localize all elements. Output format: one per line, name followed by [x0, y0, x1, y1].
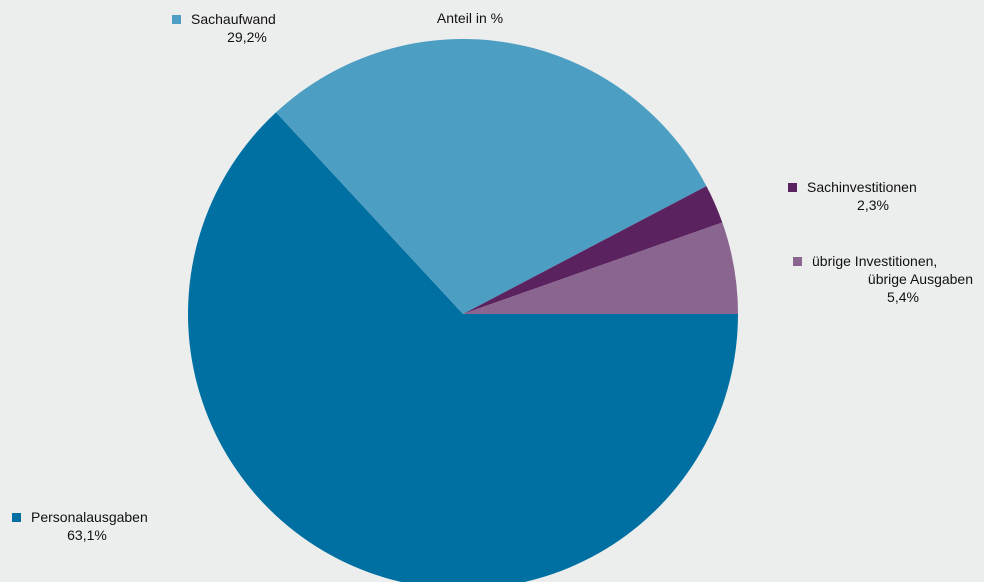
legend-swatch-personalausgaben	[12, 512, 21, 522]
legend-value-sachaufwand: 29,2%	[227, 29, 267, 45]
legend-label-uebrige-investitionen-line2: übrige Ausgaben	[867, 271, 973, 287]
legend-value-personalausgaben: 63,1%	[67, 527, 107, 543]
legend-value-uebrige-investitionen: 5,4%	[887, 289, 919, 305]
legend-label-uebrige-investitionen-line1: übrige Investitionen,	[812, 253, 938, 269]
legend-swatch-sachinvestitionen	[788, 182, 797, 192]
legend-swatch-uebrige-investitionen	[793, 256, 802, 266]
legend-label-sachaufwand: Sachaufwand	[191, 11, 276, 27]
chart-title: Anteil in %	[436, 10, 504, 26]
legend-personalausgaben: Personalausgaben 63,1%	[12, 508, 202, 544]
legend-sachaufwand: Sachaufwand 29,2%	[172, 10, 342, 46]
pie-slice-personalausgaben	[188, 112, 738, 582]
pie-slice-sachinvestitionen	[463, 186, 723, 314]
legend-swatch-sachaufwand	[172, 14, 181, 24]
pie-slice-uebrige-investitionen	[463, 222, 738, 314]
legend-sachinvestitionen: Sachinvestitionen 2,3%	[788, 178, 968, 214]
legend-uebrige-investitionen: übrige Investitionen, übrige Ausgaben 5,…	[793, 252, 983, 306]
pie-slice-sachaufwand	[276, 38, 707, 314]
legend-label-sachinvestitionen: Sachinvestitionen	[807, 179, 917, 195]
legend-label-personalausgaben: Personalausgaben	[31, 509, 148, 525]
legend-value-sachinvestitionen: 2,3%	[857, 197, 889, 213]
